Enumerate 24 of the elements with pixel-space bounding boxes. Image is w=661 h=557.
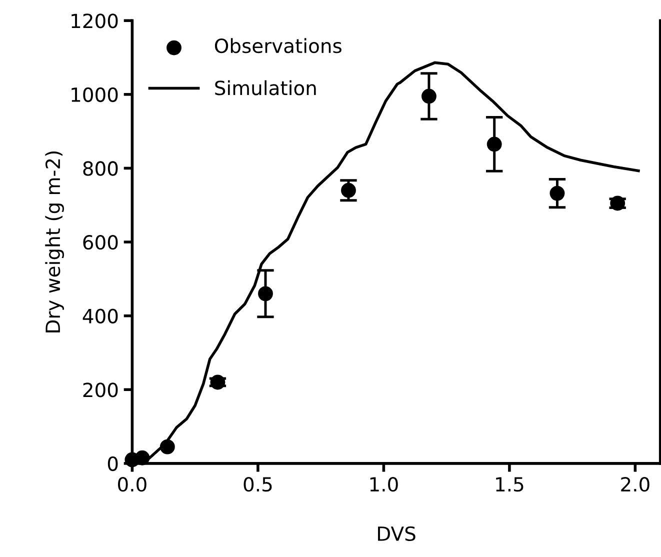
x-tick-label: 2.0 xyxy=(621,476,650,492)
y-tick-label: 1200 xyxy=(72,14,118,28)
point xyxy=(422,88,436,104)
y-tick-label: 800 xyxy=(83,161,118,176)
point xyxy=(486,136,502,152)
x-tick-label: 0.0 xyxy=(118,476,146,492)
y-tick-label: 200 xyxy=(83,382,118,398)
x-tick-label: 1.0 xyxy=(370,476,398,492)
x-tick-label: 1.5 xyxy=(496,477,524,492)
x-tick-label: 0.5 xyxy=(244,476,272,492)
y-axis-title: Dry weight (g m-2) xyxy=(45,151,64,332)
legend-label: Observations xyxy=(214,38,342,54)
point xyxy=(160,439,175,454)
y-tick-label: 0 xyxy=(108,456,118,472)
y-tick-label: 600 xyxy=(83,234,118,250)
point xyxy=(341,182,356,198)
y-tick-label: 1000 xyxy=(72,87,118,102)
point xyxy=(134,450,150,466)
point xyxy=(210,374,226,390)
legend-label: Simulation xyxy=(215,80,316,96)
x-axis-title: DVS xyxy=(378,526,416,542)
point xyxy=(258,286,273,302)
point xyxy=(550,186,565,201)
y-tick-label: 400 xyxy=(82,308,118,324)
